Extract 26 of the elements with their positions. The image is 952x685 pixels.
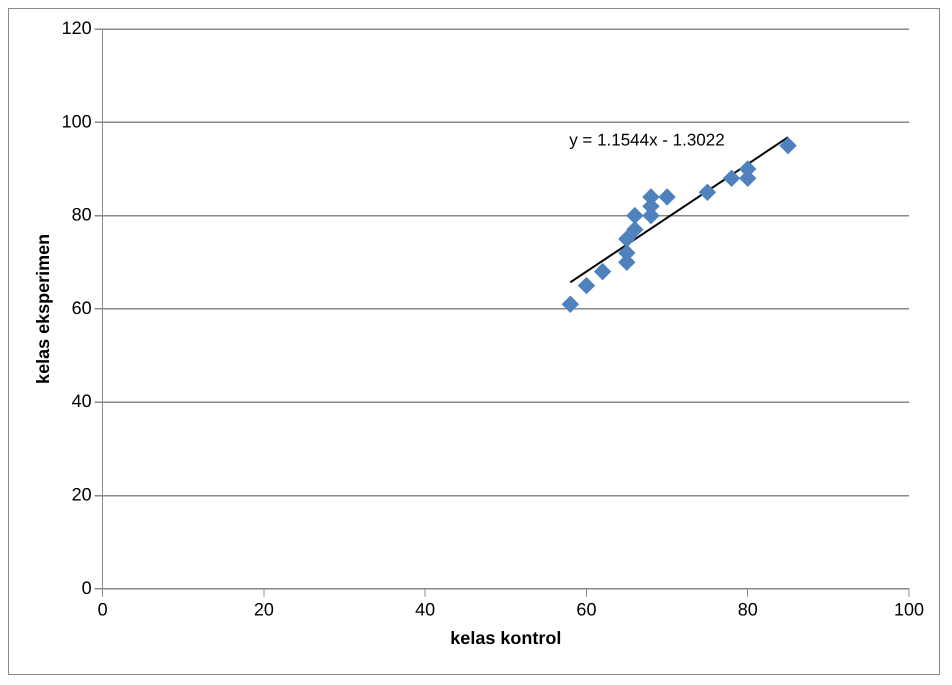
x-tick-label: 80: [738, 600, 758, 620]
x-tick-label: 100: [894, 600, 924, 620]
point: [723, 170, 740, 187]
y-tick-label: 100: [62, 111, 92, 132]
y-tick-label: 120: [62, 18, 92, 38]
y-axis-title: kelas eksperimen: [32, 234, 53, 384]
point: [594, 263, 612, 280]
y-tick-label: 60: [72, 298, 92, 318]
x-tick-label: 40: [415, 600, 436, 620]
point: [658, 188, 676, 206]
point: [626, 221, 644, 238]
point: [780, 137, 797, 154]
point: [698, 184, 716, 201]
x-tick-label: 20: [254, 600, 274, 620]
x-tick-label: 0: [98, 600, 108, 620]
y-tick-label: 80: [72, 204, 92, 225]
y-tick-label: 40: [72, 391, 92, 412]
point: [626, 207, 644, 224]
point: [562, 296, 579, 313]
x-axis-title: kelas kontrol: [450, 628, 562, 648]
y-tick-label: 20: [72, 484, 92, 504]
point: [578, 277, 595, 294]
y-tick-label: 0: [82, 578, 92, 598]
point: [618, 230, 636, 248]
annotation: y = 1.1544x - 1.3022: [569, 130, 725, 150]
x-tick-label: 60: [576, 600, 596, 620]
